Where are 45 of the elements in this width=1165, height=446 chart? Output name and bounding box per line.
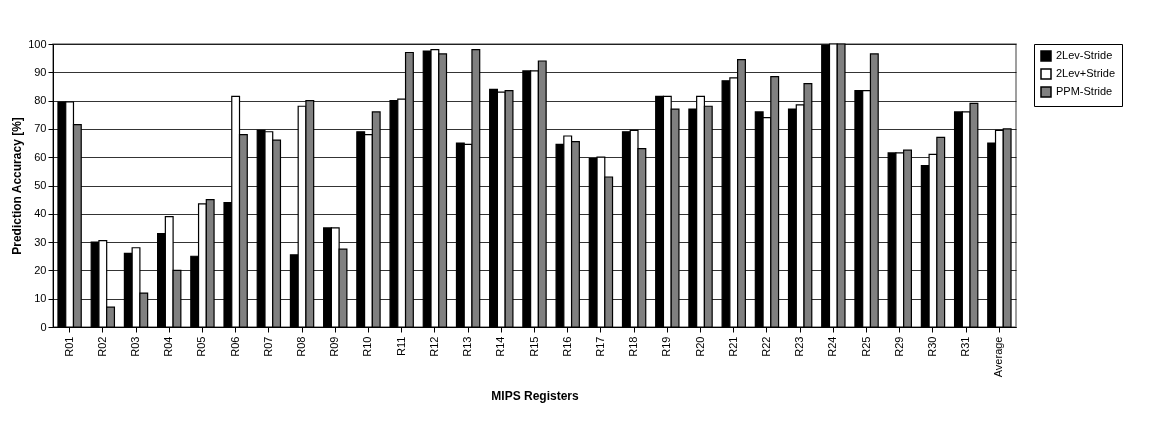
x-tick-label: R30 [925, 336, 938, 357]
legend-label: 2Lev-Stride [1056, 49, 1113, 61]
y-tick-label: 50 [34, 179, 47, 191]
x-tick-label: R02 [95, 336, 108, 357]
x-tick-label: R16 [560, 336, 573, 357]
x-tick-label: R19 [660, 336, 673, 357]
y-tick-label: 80 [34, 94, 47, 107]
x-tick-label: R14 [494, 336, 507, 357]
x-tick-label: R22 [759, 336, 772, 357]
y-tick-label: 20 [34, 263, 47, 276]
y-tick-label: 100 [28, 37, 47, 50]
x-tick-label: R15 [527, 336, 540, 357]
y-tick-label: 70 [34, 122, 47, 135]
x-tick-label: R23 [793, 336, 806, 357]
x-tick-label: R08 [295, 336, 308, 357]
x-tick-label: R20 [693, 336, 706, 357]
x-tick-label: R01 [62, 336, 75, 357]
x-axis-title: MIPS Registers [491, 389, 579, 404]
x-tick-label: R13 [461, 336, 474, 357]
x-tick-label: R03 [129, 336, 142, 357]
x-tick-label: R07 [261, 336, 274, 357]
legend-label: 2Lev+Stride [1056, 67, 1116, 79]
y-tick-label: 10 [34, 292, 47, 305]
x-tick-label: R06 [228, 336, 241, 357]
x-tick-label: R18 [627, 336, 640, 357]
legend-label: PPM-Stride [1056, 85, 1113, 97]
x-tick-label: R25 [859, 336, 872, 357]
y-tick-label: 0 [40, 320, 47, 333]
x-tick-label: Average [992, 336, 1005, 378]
x-tick-label: R11 [394, 336, 407, 356]
x-tick-label: R29 [892, 336, 905, 357]
x-tick-label: R10 [361, 336, 374, 357]
x-tick-label: R21 [726, 336, 739, 357]
x-tick-label: R05 [195, 336, 208, 357]
x-tick-label: R04 [162, 336, 175, 357]
y-tick-label: 30 [34, 235, 47, 248]
x-tick-label: R09 [328, 336, 341, 357]
y-tick-label: 60 [34, 150, 47, 163]
x-tick-label: R24 [826, 336, 839, 357]
y-tick-label: 40 [34, 207, 47, 220]
y-axis-title: Prediction Accuracy [%] [10, 117, 25, 255]
x-tick-label: R12 [427, 336, 440, 357]
y-tick-label: 90 [34, 65, 47, 78]
x-tick-label: R17 [593, 336, 606, 357]
x-tick-label: R31 [959, 336, 972, 357]
